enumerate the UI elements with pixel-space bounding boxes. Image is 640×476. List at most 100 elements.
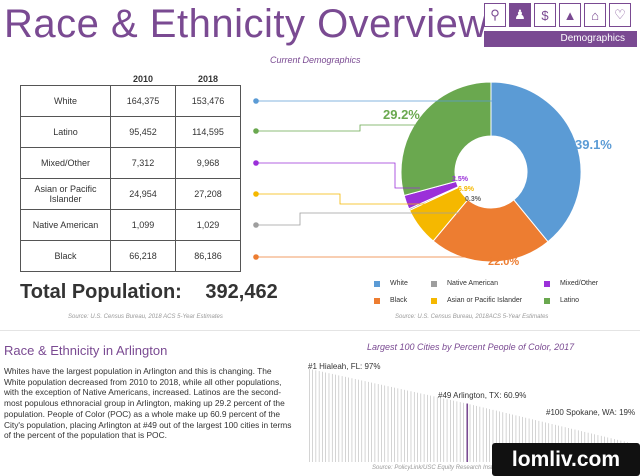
donut-value-label: 0.3% [465,196,482,203]
table-header-2018: 2018 [197,73,219,84]
city-bar [335,374,336,462]
city-bar [463,402,464,462]
total-population-value: 392,462 [205,281,278,303]
bar-chart-source: Source: PolicyLink/USC Equity Research I… [372,465,563,471]
row-2018-value: 27,208 [175,177,241,210]
row-2010-value: 7,312 [110,146,176,179]
donut-source: Source: U.S. Census Bureau, 2018ACS 5-Ye… [395,314,549,320]
connector-dot [253,160,259,166]
page-title: Race & Ethnicity Overview [4,2,488,46]
legend-item-latino: Latino [544,297,579,304]
donut-slice [490,81,582,243]
city-bar [345,376,346,462]
legend-item-black: Black [374,297,407,304]
legend-label: Black [390,297,408,304]
legend-swatch [431,297,437,304]
table-row: Mixed/Other 7,312 9,968 [20,146,241,179]
city-bar [486,408,487,462]
nav-active-label[interactable]: Demographics [484,31,637,47]
city-bar [394,387,395,462]
city-bar [417,392,418,462]
city-bar [482,407,484,462]
city-bar [328,373,330,462]
education-icon[interactable]: ▲ [559,3,581,27]
city-bar [430,395,431,462]
donut-slice [432,198,549,263]
demographics-table: 2010 2018 White 164,375 153,476 Latino 9… [20,73,241,272]
donut-value-label: 6.9% [458,186,475,193]
city-bar [436,397,438,462]
bar-chart-title: Largest 100 Cities by Percent People of … [367,342,575,352]
legend-swatch [374,297,380,304]
city-bar [407,390,408,462]
city-bar [469,404,471,462]
city-bar [368,381,369,462]
city-bar [528,418,530,462]
city-bar [512,414,513,462]
nav-bar: ⚲ ♟ $ ▲ ⌂ ♡ Demographics [484,3,637,47]
city-bar [433,396,435,462]
row-2018-value: 153,476 [175,84,241,117]
city-bar [545,422,546,462]
city-bar [538,420,540,462]
row-2010-value: 24,954 [110,177,176,210]
city-bar [322,371,323,462]
city-bar [499,411,500,462]
search-icon[interactable]: ⚲ [484,3,506,27]
city-bar [338,375,340,462]
connector-dot [253,98,259,104]
table-header-row: 2010 2018 [21,73,241,85]
legend-label: Native American [447,280,498,287]
city-bar [509,413,510,462]
table-header-2010: 2010 [132,73,154,84]
city-bar [361,380,363,462]
city-bar [387,386,389,462]
legend-item-mixed-other: Mixed/Other [544,280,598,287]
donut-value-label: 29.2% [383,107,420,122]
connector-line [256,162,420,189]
connector-dot [253,222,259,228]
city-bar [318,371,320,462]
city-bar [312,369,313,462]
money-icon[interactable]: $ [534,3,556,27]
legend-item-white: White [374,280,408,287]
city-bar [476,405,477,462]
city-bar [358,379,359,462]
city-bar [354,378,356,462]
city-bar [423,394,425,462]
city-bar [410,391,412,462]
table-row: Native American 1,099 1,029 [20,208,241,241]
city-bar [404,389,405,462]
row-2018-value: 1,029 [175,208,241,241]
city-bar [348,377,349,462]
legend-label: Mixed/Other [560,280,599,287]
city-bar [371,382,372,462]
city-bar [541,421,543,462]
narrative-text: Whites have the largest population in Ar… [4,366,292,441]
city-bar [453,400,454,462]
people-icon[interactable]: ♟ [509,3,531,27]
city-bar [473,405,474,462]
city-bar [495,410,497,462]
donut-value-label: 2.5% [452,176,469,183]
city-bar [397,388,399,462]
city-bar [466,403,469,462]
legend-swatch [544,280,550,287]
city-bar [532,419,533,462]
house-icon[interactable]: ⌂ [584,3,606,27]
row-2018-value: 86,186 [175,239,241,272]
row-2018-value: 114,595 [175,115,241,148]
city-bar [489,409,490,462]
city-bar [518,416,520,462]
city-bar [315,370,317,462]
city-bar [325,372,326,462]
city-bar [522,416,523,462]
table-row: White 164,375 153,476 [20,84,241,117]
health-icon[interactable]: ♡ [609,3,631,27]
city-bar [446,399,448,462]
city-bar [420,393,422,462]
city-bar [502,412,504,462]
legend-swatch [544,297,550,304]
table-source: Source: U.S. Census Bureau, 2018 ACS 5-Y… [68,314,223,320]
